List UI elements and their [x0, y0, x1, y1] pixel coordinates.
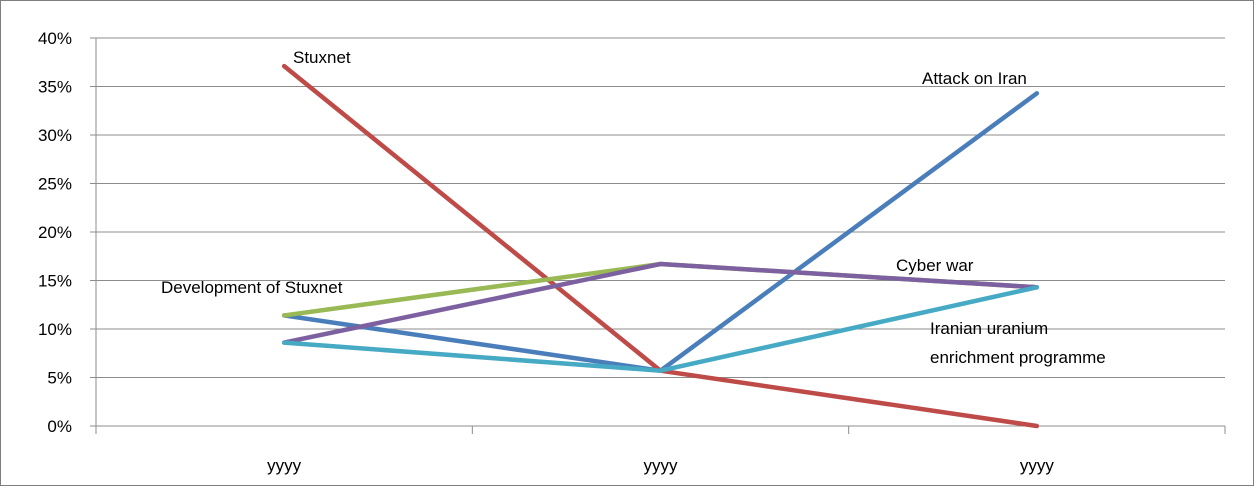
series-label-development-of-stuxnet: Development of Stuxnet	[161, 278, 343, 297]
y-axis-ticks: 0% 5% 10% 15% 20% 25% 30% 35% 40%	[38, 29, 96, 436]
y-tick-label: 15%	[38, 272, 72, 291]
y-tick-label: 40%	[38, 29, 72, 48]
series-line-cyber-war	[281, 261, 1040, 345]
y-tick-label: 30%	[38, 126, 72, 145]
series-line-iranian-uranium-enrichment-programme	[281, 285, 1040, 373]
y-tick-label: 5%	[47, 369, 72, 388]
y-tick-label: 10%	[38, 320, 72, 339]
axes	[95, 38, 1226, 434]
series-label-uranium-line1: Iranian uranium	[930, 319, 1048, 338]
y-tick-label: 0%	[47, 417, 72, 436]
y-tick-label: 25%	[38, 175, 72, 194]
y-tick-label: 35%	[38, 78, 72, 97]
series-lines	[281, 63, 1040, 429]
x-category-label: yyyy	[1020, 456, 1055, 475]
gridlines	[96, 37, 1225, 378]
series-label-cyber-war: Cyber war	[896, 256, 974, 275]
series-label-stuxnet: Stuxnet	[293, 48, 351, 67]
series-label-attack-on-iran: Attack on Iran	[922, 69, 1027, 88]
x-category-label: yyyy	[644, 456, 679, 475]
x-category-label: yyyy	[267, 456, 302, 475]
y-tick-label: 20%	[38, 223, 72, 242]
series-label-uranium-line2: enrichment programme	[930, 348, 1106, 367]
x-axis-categories: yyyy yyyy yyyy	[267, 456, 1054, 475]
